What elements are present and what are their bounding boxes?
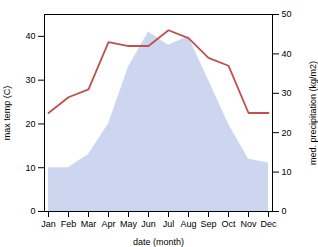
svg-text:May: May (120, 219, 138, 229)
svg-text:Oct: Oct (221, 219, 236, 229)
svg-text:10: 10 (25, 163, 35, 173)
svg-text:Dec: Dec (260, 219, 277, 229)
svg-text:Jan: Jan (41, 219, 56, 229)
svg-text:40: 40 (25, 31, 35, 41)
svg-text:0: 0 (282, 206, 287, 216)
svg-text:Feb: Feb (61, 219, 77, 229)
svg-text:0: 0 (30, 206, 35, 216)
svg-text:max temp (C): max temp (C) (2, 86, 12, 141)
svg-text:Jun: Jun (141, 219, 156, 229)
svg-text:30: 30 (282, 88, 292, 98)
svg-text:20: 20 (282, 128, 292, 138)
svg-text:Jul: Jul (163, 219, 175, 229)
svg-text:10: 10 (282, 167, 292, 177)
svg-text:Nov: Nov (240, 219, 257, 229)
svg-text:40: 40 (282, 49, 292, 59)
svg-text:20: 20 (25, 119, 35, 129)
svg-text:Apr: Apr (101, 219, 115, 229)
svg-text:med. precipitation (kg/m2): med. precipitation (kg/m2) (308, 61, 318, 165)
svg-text:Sep: Sep (200, 219, 216, 229)
svg-text:50: 50 (282, 9, 292, 19)
svg-text:Aug: Aug (180, 219, 196, 229)
svg-text:30: 30 (25, 75, 35, 85)
svg-text:date (month): date (month) (133, 237, 184, 247)
svg-text:Mar: Mar (81, 219, 97, 229)
